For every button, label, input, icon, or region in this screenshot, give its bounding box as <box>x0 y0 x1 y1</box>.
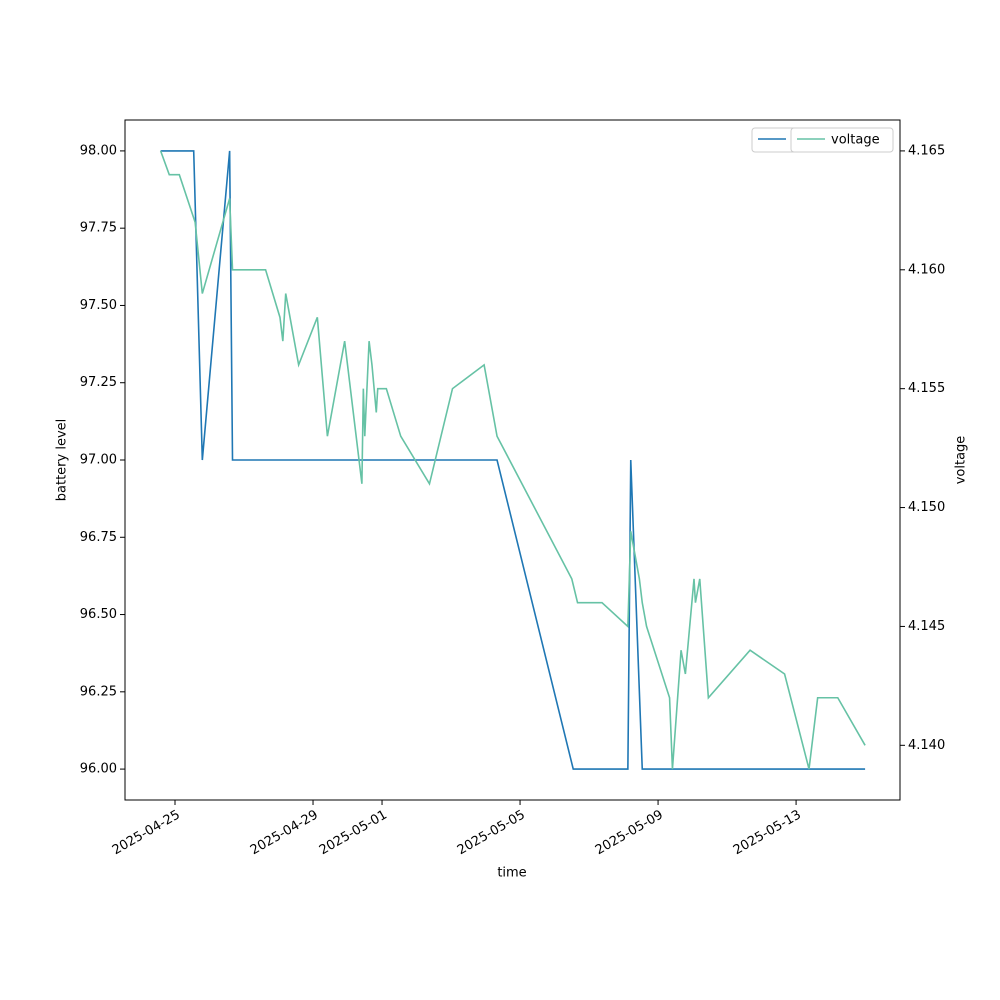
legend-box <box>790 127 894 153</box>
legend-label: voltage <box>831 133 880 148</box>
y-tick-label: 96.25 <box>80 684 117 699</box>
y-tick-label: 98.00 <box>80 143 117 158</box>
x-tick-label: 2025-04-25 <box>110 808 183 859</box>
y2-tick-label: 4.140 <box>908 738 945 753</box>
y-tick-label: 97.00 <box>80 453 117 468</box>
x-tick-label: 2025-05-13 <box>731 808 804 859</box>
x-tick-label: 2025-05-05 <box>455 808 528 859</box>
y-tick-label: 96.00 <box>80 762 117 777</box>
line-series <box>159 150 866 770</box>
x-tick-label: 2025-05-09 <box>593 808 666 859</box>
y-tick-label: 97.25 <box>80 375 117 390</box>
y2-tick-label: 4.165 <box>908 143 945 158</box>
y-tick-label: 96.75 <box>80 530 117 545</box>
y2-tick-label: 4.145 <box>908 619 945 634</box>
line-series <box>160 150 866 770</box>
y2-tick-label: 4.160 <box>908 262 945 277</box>
x-tick-label: 2025-04-29 <box>248 808 321 859</box>
y-tick-label: 97.50 <box>80 298 117 313</box>
y-tick-label: 96.50 <box>80 607 117 622</box>
x-axis-label: time <box>497 866 526 881</box>
y-axis-label: battery level <box>55 419 70 502</box>
y2-axis-label: voltage <box>954 436 969 485</box>
y2-tick-label: 4.155 <box>908 381 945 396</box>
y-tick-label: 97.75 <box>80 221 117 236</box>
x-tick-label: 2025-05-01 <box>317 808 390 859</box>
y2-tick-label: 4.150 <box>908 500 945 515</box>
